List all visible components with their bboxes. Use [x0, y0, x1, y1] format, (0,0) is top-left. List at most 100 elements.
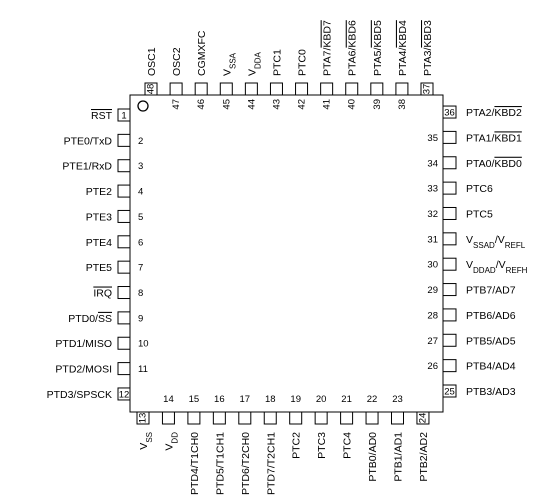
pin-stub [442, 206, 457, 220]
pin-number: 45 [221, 99, 232, 110]
pin-stub [117, 108, 131, 122]
pin-stub [442, 156, 457, 170]
label-segment: PTB7/AD7 [466, 285, 516, 297]
label-segment: PTD5/T1CH1 [214, 432, 226, 495]
pin-stub [289, 411, 303, 425]
pin-number: 23 [392, 394, 403, 405]
label-segment: DDAD [473, 266, 496, 275]
label-segment: KBD3 [422, 20, 434, 48]
pin-stub [314, 411, 328, 425]
pin-label: PTD3/SPSCK [47, 389, 112, 401]
pin-number: 26 [427, 361, 438, 372]
pin-label: PTA6/KBD6 [347, 20, 359, 76]
pin-stub [117, 286, 131, 300]
pin-label: PTA2/KBD2 [466, 107, 522, 119]
pin-label: PTD0/SS [68, 313, 112, 325]
pin-label: PTE2 [86, 186, 112, 198]
pin-number: 1 [121, 111, 126, 122]
label-segment: REFH [506, 266, 528, 275]
pin-number: 2 [138, 136, 143, 147]
pin-label: OSC1 [146, 47, 158, 76]
pin-stub [269, 82, 283, 96]
pin-label: PTC0 [297, 49, 309, 76]
pin-number: 40 [347, 99, 358, 110]
pin-number: 41 [322, 99, 333, 110]
pin-number: 44 [246, 99, 257, 110]
pin-stub [442, 130, 457, 144]
pin-number: 33 [427, 184, 438, 195]
label-segment: PTD7/T2CH1 [265, 432, 277, 495]
pin-stub [263, 411, 277, 425]
pin-stub [136, 411, 150, 425]
pin-label: VSSAD/VREFL [466, 234, 526, 250]
label-segment: KBD2 [494, 107, 522, 119]
pin-label: VDDAD/VREFH [466, 259, 528, 275]
pin-number: 24 [417, 413, 428, 424]
pin-stub [442, 257, 457, 271]
pin-label: PTC2 [291, 432, 303, 459]
pin-stub [117, 133, 131, 147]
pin-stub [365, 411, 379, 425]
label-segment: PTB4/AD4 [466, 361, 516, 373]
pin-number: 13 [138, 413, 149, 424]
pin-number: 27 [427, 336, 438, 347]
pin-stub [442, 232, 457, 246]
label-segment: PTA6/ [347, 48, 359, 76]
label-segment: RST [91, 110, 113, 122]
pin-stub [395, 82, 409, 96]
pin-stub [169, 82, 183, 96]
pin-number: 3 [138, 161, 143, 172]
label-segment: V [246, 69, 258, 76]
pin-label: PTD7/T2CH1 [265, 432, 277, 495]
pin-stub [144, 82, 158, 96]
pin-stub [219, 82, 233, 96]
pin-number: 46 [196, 99, 207, 110]
pin-stub [442, 283, 457, 297]
pin-label: VSSA [221, 52, 237, 76]
pin-number: 28 [427, 310, 438, 321]
pin-number: 22 [367, 394, 378, 405]
label-segment: PTD0/ [68, 313, 98, 325]
pin-number: 16 [214, 394, 225, 405]
pin-label: PTC1 [271, 49, 283, 76]
pin-number: 38 [397, 99, 408, 110]
pin-number: 15 [189, 394, 200, 405]
label-segment: OSC1 [146, 47, 158, 76]
pin-stub [187, 411, 201, 425]
pin-number: 37 [422, 84, 433, 95]
pin-number: 14 [163, 394, 174, 405]
pin-stub [320, 82, 334, 96]
label-segment: PTC1 [271, 49, 283, 76]
label-segment: PTB5/AD5 [466, 335, 516, 347]
pin-number: 9 [138, 313, 143, 324]
label-segment: PTA2/ [466, 107, 494, 119]
label-segment: PTD3/SPSCK [47, 389, 112, 401]
pin-number: 48 [146, 84, 157, 95]
chip-body [129, 94, 444, 413]
label-segment: PTD2/MOSI [55, 364, 112, 376]
pin-label: OSC2 [171, 47, 183, 76]
pin-label: PTD6/T2CH0 [240, 432, 252, 495]
pin-label: PTC3 [316, 432, 328, 459]
label-segment: PTE1/RxD [62, 161, 112, 173]
pin-label: PTA3/KBD3 [422, 20, 434, 76]
pin-label: PTC4 [342, 432, 354, 459]
label-segment: PTB0/AD0 [367, 432, 379, 482]
pin1-marker [137, 100, 149, 112]
pin-stub [442, 308, 457, 322]
label-segment: PTD1/MISO [55, 338, 112, 350]
pin-label: PTE3 [86, 211, 112, 223]
label-segment: KBD7 [322, 20, 334, 48]
pin-number: 29 [427, 285, 438, 296]
label-segment: V [163, 444, 175, 451]
pin-stub [117, 387, 131, 401]
pin-label: PTD4/T1CH0 [189, 432, 201, 495]
pin-number: 32 [427, 209, 438, 220]
label-segment: CGMXFC [196, 30, 208, 76]
label-segment: SS [98, 313, 112, 325]
pin-number: 19 [290, 394, 301, 405]
pin-number: 31 [427, 234, 438, 245]
pin-label: VDDA [246, 51, 262, 76]
label-segment: PTB6/AD6 [466, 310, 516, 322]
pin-label: PTD1/MISO [55, 338, 112, 350]
